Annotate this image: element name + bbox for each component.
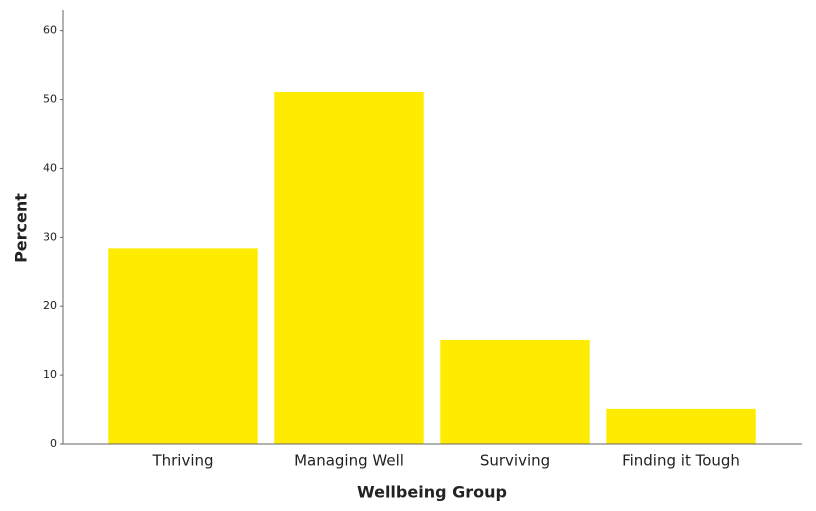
bar — [440, 339, 590, 444]
y-tick-label: 20 — [43, 299, 57, 312]
x-tick-label: Thriving — [151, 452, 213, 470]
x-tick-label: Surviving — [480, 452, 550, 470]
x-tick-label: Managing Well — [294, 452, 404, 470]
y-tick-label: 40 — [43, 161, 57, 174]
y-tick-label: 50 — [43, 93, 57, 106]
y-axis-title: Percent — [12, 193, 31, 263]
y-tick-label: 60 — [43, 24, 57, 37]
x-tick-label: Finding it Tough — [622, 452, 740, 470]
y-tick-label: 0 — [50, 437, 57, 450]
y-tick-label: 30 — [43, 230, 57, 243]
x-axis-title: Wellbeing Group — [357, 483, 507, 502]
bar — [606, 408, 756, 444]
bar — [274, 91, 424, 444]
bar — [108, 248, 258, 444]
y-tick-label: 10 — [43, 368, 57, 381]
